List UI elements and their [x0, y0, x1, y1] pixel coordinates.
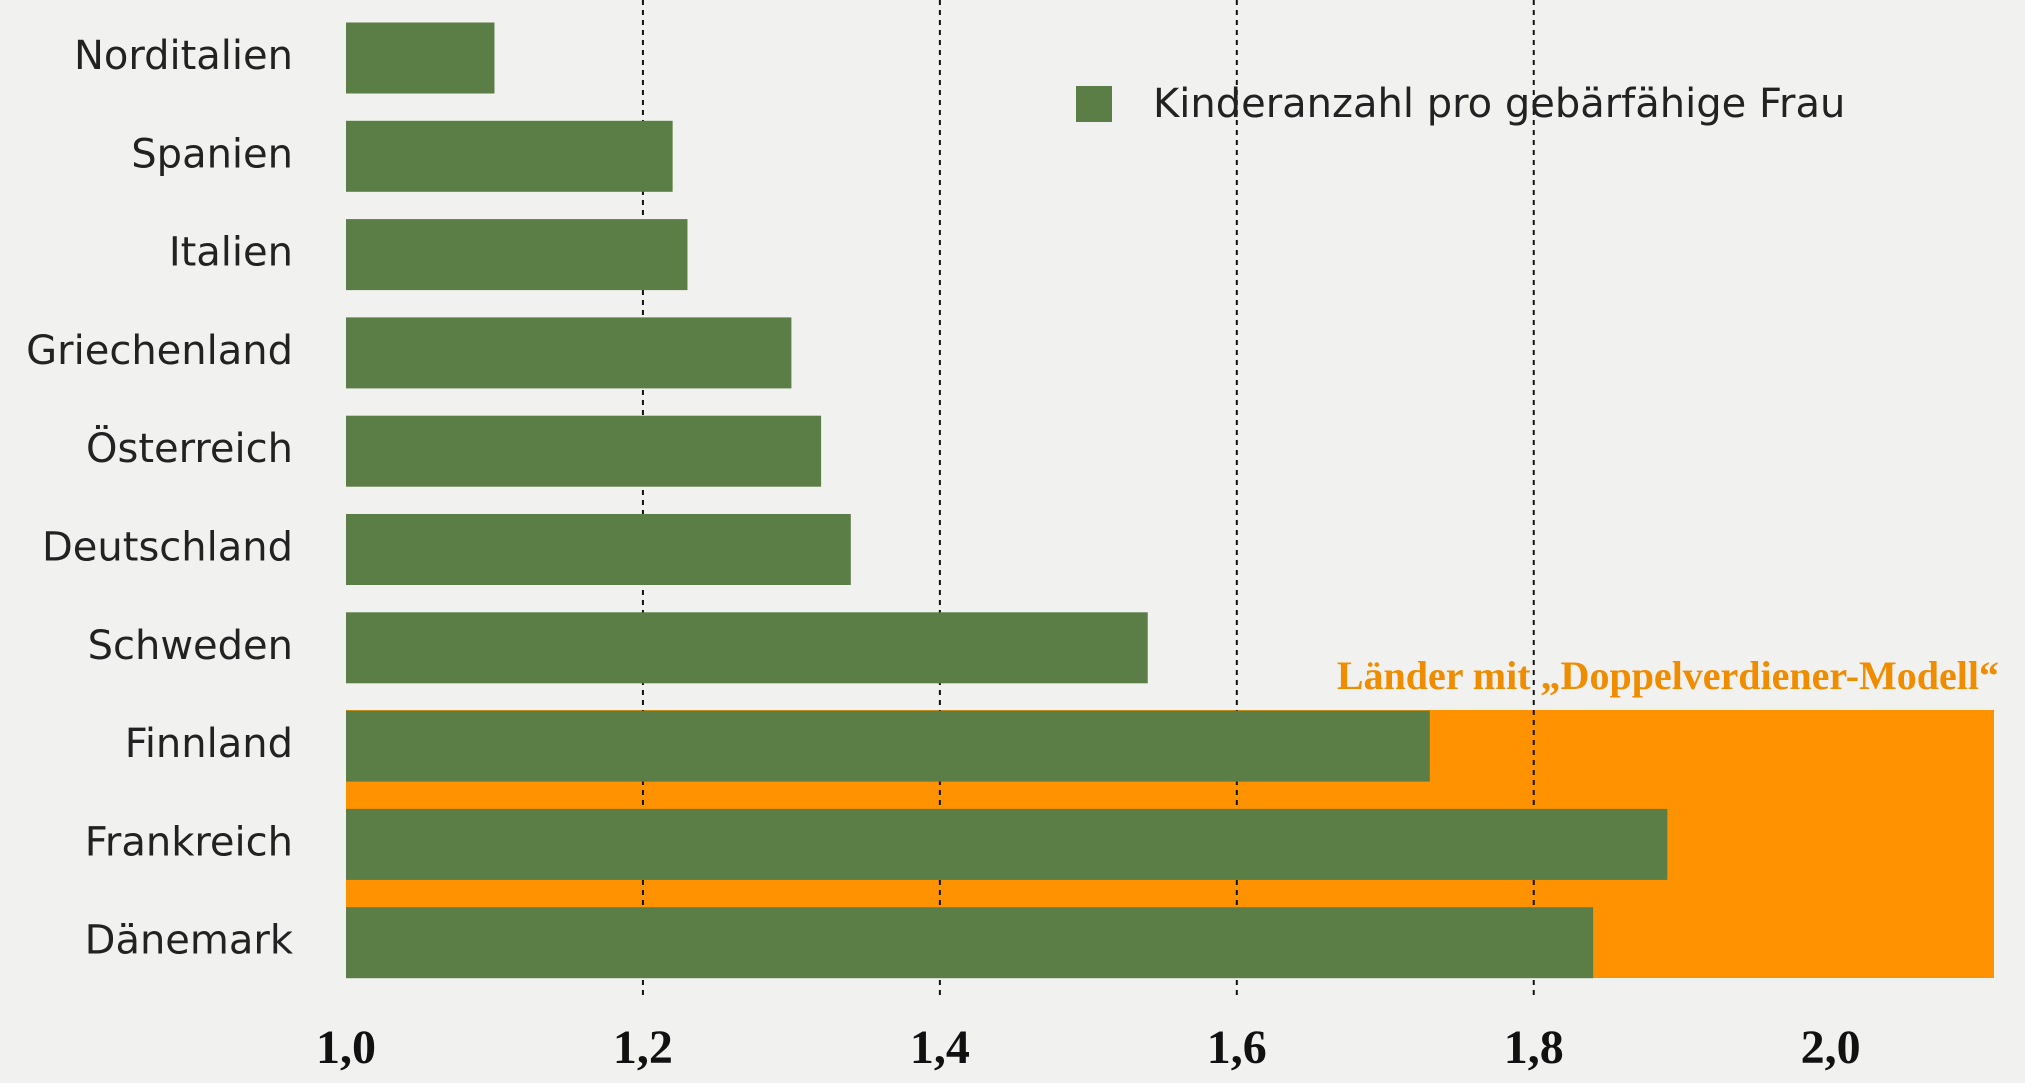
y-tick-label: Spanien — [131, 131, 293, 177]
y-tick-label: Italien — [169, 230, 293, 276]
x-tick-label: 1,6 — [1207, 1021, 1267, 1074]
bar — [346, 120, 673, 192]
y-tick-label: Finnland — [125, 721, 293, 767]
y-tick-label: Österreich — [86, 424, 293, 472]
x-tick-label: 2,0 — [1801, 1021, 1861, 1074]
legend-swatch — [1076, 86, 1112, 122]
bar — [346, 415, 822, 487]
x-tick-label: 1,8 — [1504, 1021, 1564, 1074]
bar — [346, 907, 1594, 979]
y-tick-label: Schweden — [88, 623, 293, 669]
y-tick-label: Norditalien — [74, 33, 293, 79]
y-tick-label: Griechenland — [26, 328, 293, 374]
bar — [346, 514, 851, 585]
bar — [346, 612, 1148, 684]
bar — [346, 808, 1668, 880]
annotation: Länder mit „Doppelverdiener-Modell“ — [1337, 653, 1999, 698]
bar — [346, 219, 688, 291]
y-tick-label: Dänemark — [85, 918, 294, 964]
y-tick-label: Deutschland — [42, 525, 293, 571]
x-tick-label: 1,4 — [910, 1021, 970, 1074]
bar — [346, 317, 792, 389]
legend-label: Kinderanzahl pro gebärfähige Frau — [1153, 81, 1845, 127]
bar — [346, 710, 1430, 782]
y-tick-label: Frankreich — [85, 819, 293, 865]
x-tick-label: 1,2 — [613, 1021, 673, 1074]
bar — [346, 22, 495, 94]
x-tick-label: 1,0 — [316, 1021, 376, 1074]
